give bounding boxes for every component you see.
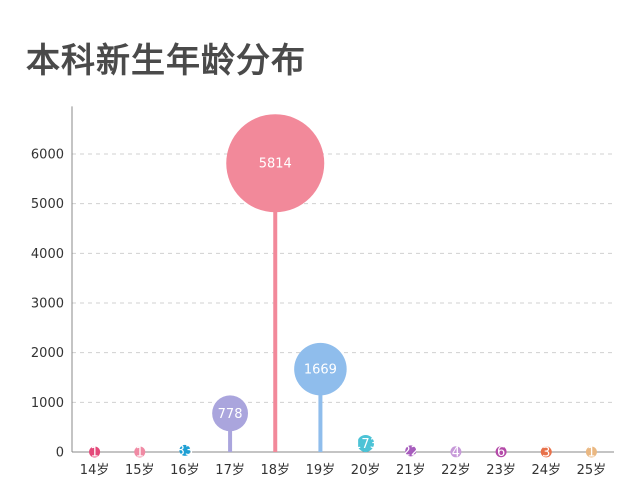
bubble-value-label: 5814 [259, 157, 292, 172]
x-tick-label: 16岁 [170, 463, 200, 478]
x-tick-label: 17岁 [215, 463, 245, 478]
data-bubble [405, 445, 417, 457]
x-tick-label: 22岁 [441, 463, 471, 478]
data-bubble [495, 446, 507, 458]
bubble-value-label: 1 [587, 445, 595, 460]
data-bubble [212, 395, 249, 432]
data-bubble [134, 446, 146, 458]
bubble-value-label: 4 [452, 445, 460, 460]
y-tick-label: 0 [56, 446, 64, 461]
x-tick-label: 25岁 [577, 463, 607, 478]
x-tick-label: 15岁 [125, 463, 155, 478]
y-tick-label: 6000 [31, 148, 64, 163]
bubble-value-label: 1669 [304, 363, 337, 378]
y-tick-label: 2000 [31, 346, 64, 361]
bubble-value-label: 22 [402, 444, 419, 459]
x-tick-label: 18岁 [260, 463, 290, 478]
bubble-value-label: 6 [497, 445, 505, 460]
data-bubble [294, 342, 347, 396]
y-tick-label: 3000 [31, 297, 64, 312]
data-bubble [357, 434, 375, 452]
bubble-value-label: 1 [136, 445, 144, 460]
bubble-value-label: 778 [218, 407, 243, 422]
x-tick-label: 24岁 [531, 463, 561, 478]
chart-title: 本科新生年龄分布 [26, 41, 306, 81]
data-bubble [540, 446, 552, 458]
x-tick-label: 23岁 [486, 463, 516, 478]
data-bubble [450, 446, 462, 458]
x-tick-label: 20岁 [351, 463, 381, 478]
bubble-value-label: 173 [353, 437, 378, 452]
data-bubble [226, 114, 325, 213]
bubble-value-label: 33 [177, 444, 194, 459]
x-tick-label: 21岁 [396, 463, 426, 478]
x-tick-label: 19岁 [306, 463, 336, 478]
data-bubble [585, 446, 597, 458]
data-bubble [179, 444, 191, 456]
y-tick-label: 5000 [31, 197, 64, 212]
data-bubble [89, 446, 101, 458]
bubble-value-label: 3 [542, 445, 550, 460]
bubble-value-label: 1 [90, 445, 98, 460]
x-tick-label: 14岁 [80, 463, 110, 478]
y-tick-label: 1000 [31, 396, 64, 411]
y-tick-label: 4000 [31, 247, 64, 262]
